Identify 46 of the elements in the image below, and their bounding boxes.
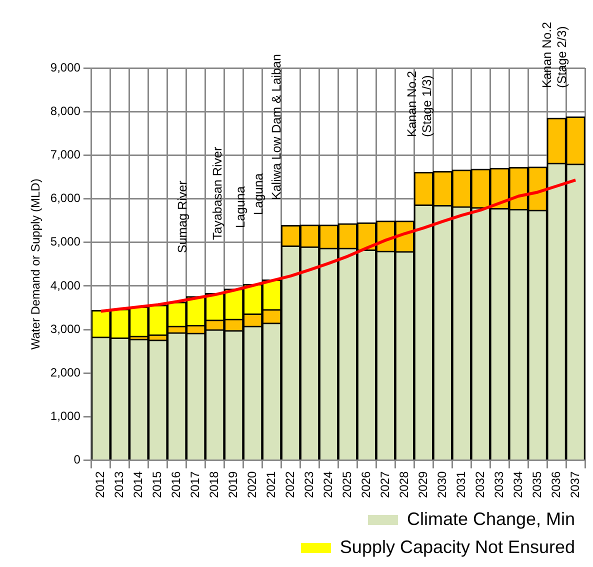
x-tick-label: 2018: [207, 470, 222, 498]
y-tick-label: 9,000: [50, 60, 81, 74]
x-tick-label: 2019: [226, 470, 240, 498]
annotation: Kaliwa Low Dam & Laiban: [269, 54, 284, 200]
x-tick-label: 2015: [150, 470, 164, 498]
x-tick-label: 2027: [378, 470, 392, 498]
annotation: Laguna: [251, 173, 266, 215]
x-tick-label: 2021: [264, 470, 278, 498]
x-tick-label: 2020: [245, 470, 260, 498]
x-tick-label: 2034: [510, 470, 525, 498]
x-tick-label: 2026: [359, 470, 374, 498]
x-tick-label: 2035: [530, 470, 544, 498]
x-tick-label: 2012: [93, 470, 108, 498]
y-tick-label: 2,000: [50, 365, 81, 380]
y-tick-label: 5,000: [50, 234, 81, 249]
x-tick-label: 2017: [188, 470, 202, 498]
legend-label: Supply Capacity Not Ensured: [340, 536, 576, 557]
y-tick-label: 0: [74, 452, 81, 467]
y-tick-label: 1,000: [50, 409, 81, 424]
x-tick-label: 2037: [568, 470, 582, 498]
annotation: Tayabasan River: [210, 146, 224, 240]
x-tick-label: 2036: [548, 470, 563, 498]
x-tick-label: 2030: [434, 470, 449, 498]
annotation: Laguna: [233, 186, 248, 228]
annotation: Kanan No.2 (Stage 1/3): [404, 70, 434, 137]
y-tick-label: 3,000: [50, 322, 81, 336]
x-tick-label: 2013: [112, 470, 126, 498]
annotation: Kanan No.2 (Stage 2/3): [540, 22, 569, 88]
y-tick-label: 6,000: [50, 191, 81, 206]
x-tick-label: 2025: [340, 470, 354, 498]
y-tick-label: 7,000: [50, 147, 81, 162]
x-tick-label: 2024: [321, 470, 336, 498]
x-tick-label: 2029: [416, 470, 430, 498]
y-tick-label: 8,000: [50, 104, 81, 118]
x-tick-label: 2023: [302, 470, 316, 498]
legend-label: Climate Change, Min: [406, 508, 576, 529]
x-tick-label: 2032: [472, 470, 487, 498]
x-tick-label: 2014: [131, 470, 146, 498]
x-tick-label: 2031: [454, 470, 468, 498]
x-tick-label: 2016: [169, 470, 184, 498]
annotation: Sumag River: [175, 180, 190, 253]
y-tick-label: 4,000: [50, 278, 81, 292]
x-tick-label: 2028: [397, 470, 412, 498]
x-tick-label: 2033: [492, 470, 506, 498]
y-axis-title: Water Demand or Supply (MLD): [28, 178, 43, 350]
x-tick-label: 2022: [283, 470, 298, 498]
